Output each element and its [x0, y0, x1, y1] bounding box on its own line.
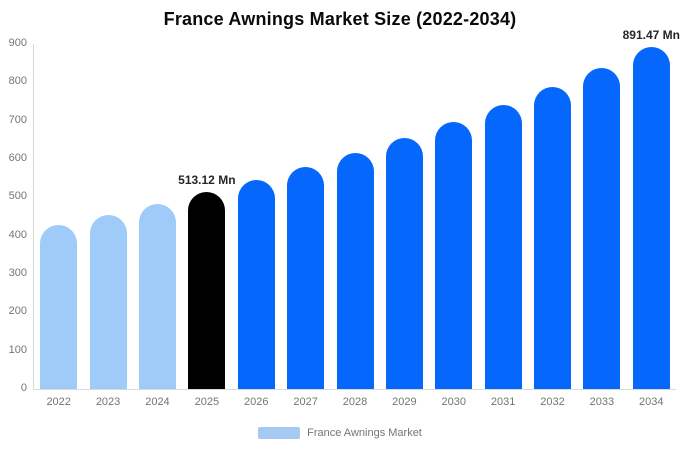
x-axis-line	[33, 389, 676, 390]
y-tick-0: 0	[20, 382, 27, 394]
x-label-2032: 2032	[540, 396, 565, 408]
x-label-2031: 2031	[490, 396, 516, 408]
legend-item[interactable]: France Awnings Market	[0, 425, 680, 441]
bar-value-label-2034: 891.47 Mn	[622, 28, 680, 43]
x-label-2030: 2030	[441, 396, 466, 408]
y-tick-800: 800	[8, 75, 27, 88]
x-label-2025: 2025	[194, 396, 220, 408]
x-label-2024: 2024	[145, 396, 170, 408]
legend-swatch	[258, 427, 301, 439]
x-label-2023: 2023	[95, 396, 121, 408]
bar-2032[interactable]	[534, 86, 572, 389]
x-label-2034: 2034	[639, 396, 664, 408]
y-tick-700: 700	[8, 113, 27, 126]
bar-2030[interactable]	[435, 121, 473, 389]
y-tick-900: 900	[8, 37, 27, 49]
bar-value-label-2025: 513.12 Mn	[178, 173, 236, 188]
x-label-2027: 2027	[293, 396, 318, 408]
bar-2026[interactable]	[237, 179, 275, 389]
bar-2024[interactable]	[138, 204, 176, 389]
bar-2033[interactable]	[583, 67, 621, 389]
x-label-2028: 2028	[342, 396, 368, 408]
y-tick-400: 400	[8, 228, 27, 241]
bar-2029[interactable]	[385, 137, 423, 389]
bar-2023[interactable]	[89, 215, 127, 389]
y-axis-line	[33, 44, 34, 390]
y-tick-500: 500	[8, 190, 27, 203]
x-label-2033: 2033	[589, 396, 615, 408]
chart-title: France Awnings Market Size (2022-2034)	[163, 9, 517, 29]
bar-2031[interactable]	[484, 104, 522, 389]
x-label-2026: 2026	[243, 396, 269, 408]
bar-2028[interactable]	[336, 152, 374, 389]
x-label-2029: 2029	[392, 396, 417, 408]
bar-2034[interactable]	[632, 47, 670, 389]
legend-label: France Awnings Market	[307, 427, 422, 439]
y-tick-300: 300	[8, 267, 27, 279]
x-label-2022: 2022	[46, 396, 71, 408]
bar-2027[interactable]	[287, 166, 325, 389]
bar-2022[interactable]	[40, 225, 78, 389]
bar-2025[interactable]	[188, 192, 226, 389]
y-tick-600: 600	[8, 152, 27, 164]
y-tick-200: 200	[8, 305, 27, 318]
y-tick-100: 100	[8, 343, 27, 356]
